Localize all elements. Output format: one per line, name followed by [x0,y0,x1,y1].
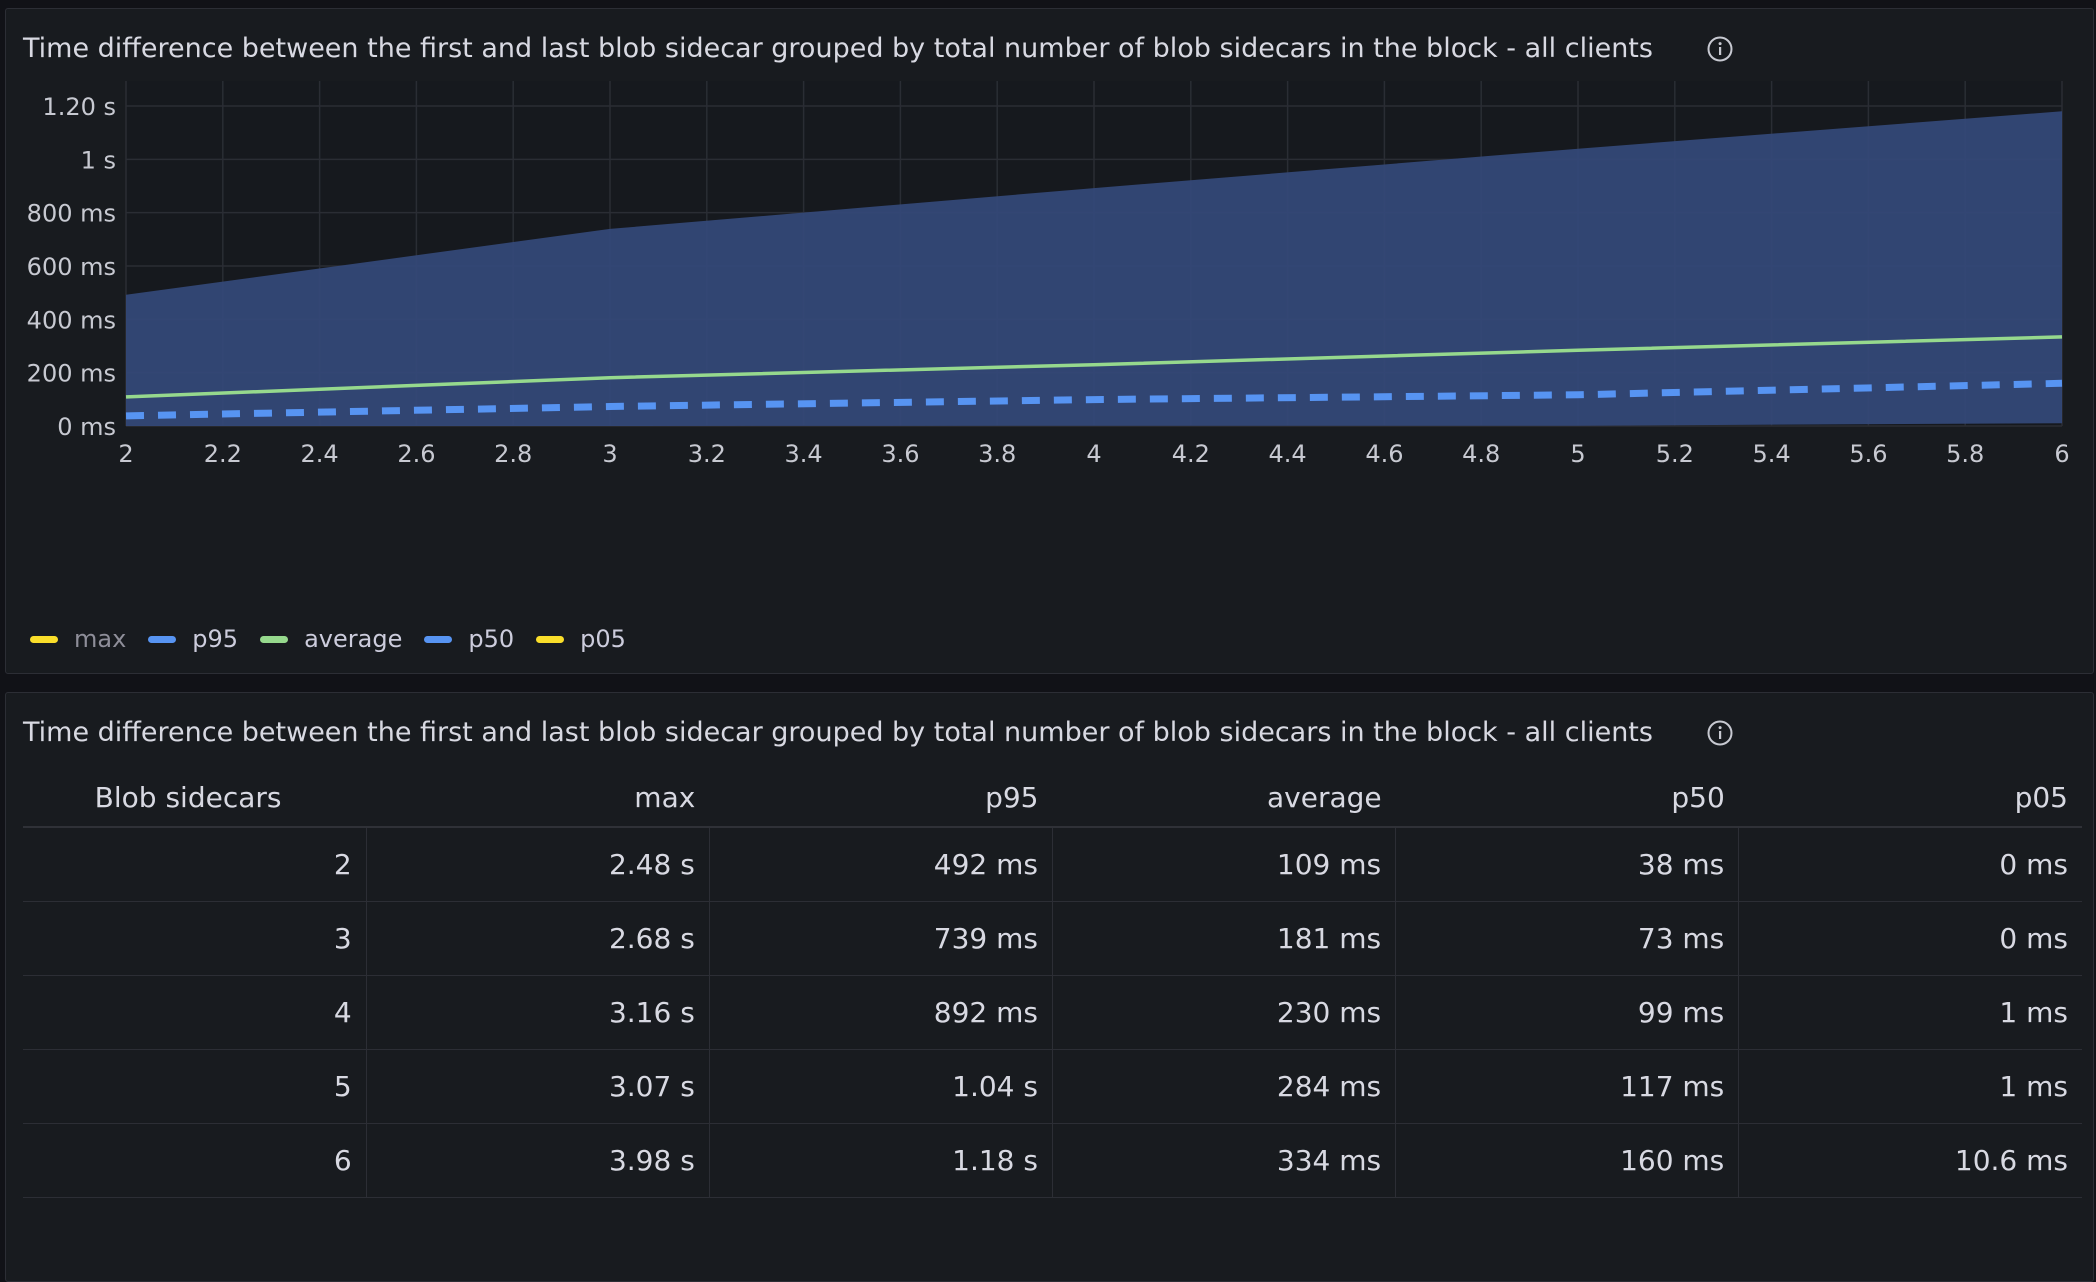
table-cell: 2.68 s [365,901,710,976]
x-tick-label: 3 [602,440,617,468]
table-cell: 1 ms [1738,1049,2082,1124]
info-icon[interactable] [1706,719,1734,747]
table-cell: 99 ms [1395,975,1739,1050]
legend-swatch [536,635,565,643]
info-icon[interactable] [1706,35,1734,63]
column-header-average[interactable]: average [1052,768,1396,828]
table-cell: 10.6 ms [1738,1123,2082,1198]
x-tick-label: 3.2 [688,440,726,468]
table-row: 3 2.68 s 739 ms 181 ms 73 ms 0 ms [23,901,2082,976]
x-tick-label: 3.4 [785,440,823,468]
table-cell: 109 ms [1051,827,1396,902]
legend-label: average [304,625,403,653]
x-tick-label: 2.2 [204,440,242,468]
x-tick-label: 4.2 [1172,440,1210,468]
table-cell: 160 ms [1395,1123,1739,1198]
table-cell: 334 ms [1051,1123,1396,1198]
y-tick-label: 1 s [81,146,116,174]
x-tick-label: 5.4 [1753,440,1791,468]
column-header-max[interactable]: max [366,768,710,828]
series-line-p50 [125,379,2063,420]
y-tick-label: 1.20 s [42,93,116,121]
table-cell: 4 [23,975,367,1050]
table-panel-title: Time difference between the first and la… [23,717,1653,748]
table-cell: 284 ms [1051,1049,1396,1124]
table-cell: 73 ms [1395,901,1739,976]
y-tick-label: 0 ms [57,413,116,441]
legend-item-p50[interactable]: p50 [424,625,514,653]
legend-item-average[interactable]: average [260,625,402,653]
x-tick-label: 5.6 [1849,440,1887,468]
y-tick-label: 200 ms [27,360,116,388]
table-cell: 6 [23,1123,367,1198]
legend-swatch [424,635,453,643]
table-cell: 2.48 s [365,827,710,902]
x-tick-label: 4.6 [1365,440,1403,468]
legend-swatch [30,635,58,643]
table-cell: 38 ms [1395,827,1739,902]
chart-panel: Time difference between the first and la… [5,8,2094,674]
table-cell: 3.16 s [365,975,710,1050]
table-cell: 5 [23,1049,367,1124]
legend-item-max[interactable]: max [30,625,126,653]
legend-label: p05 [580,625,626,653]
x-tick-label: 3.8 [978,440,1016,468]
x-tick-label: 6 [2054,440,2069,468]
table-header-row: Blob sidecars max p95 average p50 p05 [23,768,2082,828]
data-table: Blob sidecars max p95 average p50 p05 2 2.48 s… [23,768,2082,1198]
legend-swatch [148,635,177,643]
table-cell: 492 ms [708,827,1053,902]
column-header-blob-sidecars[interactable]: Blob sidecars [23,768,367,828]
legend-label: max [74,625,127,653]
table-cell: 1.04 s [708,1049,1053,1124]
y-tick-label: 800 ms [27,200,116,228]
table-panel: Time difference between the first and la… [5,692,2094,1282]
column-header-p95[interactable]: p95 [709,768,1053,828]
x-tick-label: 2.8 [494,440,532,468]
legend-label: p50 [468,625,515,653]
legend-item-p05[interactable]: p05 [536,625,626,653]
column-header-p05[interactable]: p05 [1738,768,2082,828]
table-cell: 3.07 s [365,1049,710,1124]
x-tick-label: 5.2 [1656,440,1694,468]
x-tick-label: 4.4 [1269,440,1307,468]
table-cell: 892 ms [708,975,1053,1050]
table-cell: 3 [23,901,367,976]
table-cell: 0 ms [1738,827,2082,902]
table-cell: 739 ms [708,901,1053,976]
legend-item-p95[interactable]: p95 [148,625,238,653]
table-row: 2 2.48 s 492 ms 109 ms 38 ms 0 ms [23,827,2082,902]
table-cell: 0 ms [1738,901,2082,976]
legend-label: p95 [192,625,239,653]
y-tick-label: 400 ms [27,306,116,334]
y-tick-label: 600 ms [27,253,116,281]
table-cell: 117 ms [1395,1049,1739,1124]
chart-panel-title: Time difference between the first and la… [23,33,1653,64]
x-tick-label: 4 [1086,440,1101,468]
chart-plot: 2 2.2 2.4 2.6 2.8 3 3.2 3.4 3.6 3.8 4 4.2 4.4 4.6 4.8 5… [27,81,2070,468]
table-row: 5 3.07 s 1.04 s 284 ms 117 ms 1 ms [23,1049,2082,1124]
table-row: 4 3.16 s 892 ms 230 ms 99 ms 1 ms [23,975,2082,1050]
table-cell: 230 ms [1051,975,1396,1050]
table-cell: 3.98 s [365,1123,710,1198]
legend-swatch [260,635,289,643]
table-cell: 1 ms [1738,975,2082,1050]
series-line-average [125,335,2063,399]
table-cell: 1.18 s [708,1123,1053,1198]
x-tick-label: 2 [118,440,133,468]
table-cell: 2 [23,827,367,902]
table-cell: 181 ms [1051,901,1396,976]
x-tick-label: 5 [1570,440,1585,468]
chart-legend: max p95 average p50 p05 [30,625,648,653]
table-row: 6 3.98 s 1.18 s 334 ms 160 ms 10.6 ms [23,1123,2082,1198]
series-band-p95-p05 [126,111,2062,427]
x-tick-label: 2.4 [301,440,339,468]
x-tick-label: 2.6 [397,440,435,468]
x-tick-label: 4.8 [1462,440,1500,468]
column-header-p50[interactable]: p50 [1395,768,1739,828]
x-tick-label: 5.8 [1946,440,1984,468]
x-tick-label: 3.6 [881,440,919,468]
